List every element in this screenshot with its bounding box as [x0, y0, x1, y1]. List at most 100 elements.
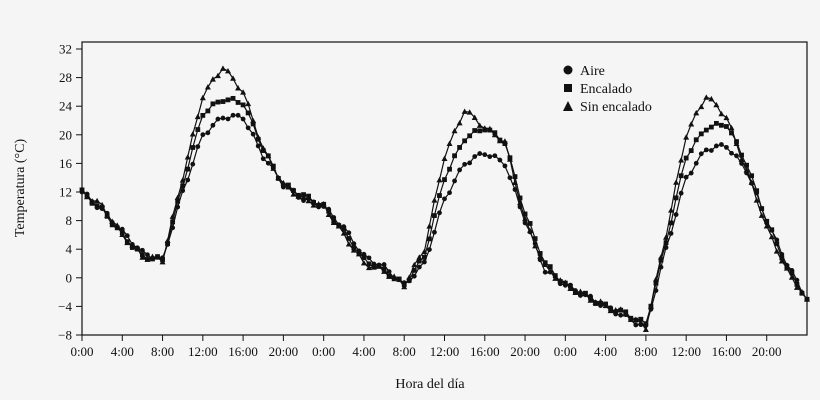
triangle-marker-icon	[698, 103, 705, 110]
circle-marker-icon	[703, 147, 709, 153]
triangle-marker-icon	[688, 121, 695, 127]
square-marker-icon	[754, 188, 760, 194]
triangle-marker-icon	[627, 316, 634, 322]
triangle-marker-icon	[632, 316, 639, 322]
x-tick-label: 20:00	[510, 344, 540, 359]
legend-triangle-icon	[563, 101, 573, 111]
square-marker-icon	[437, 193, 442, 198]
triangle-marker-icon	[642, 326, 649, 332]
square-marker-icon	[175, 198, 181, 204]
triangle-marker-icon	[673, 179, 680, 185]
circle-marker-icon	[260, 156, 266, 162]
circle-marker-icon	[683, 174, 689, 180]
circle-marker-icon	[693, 160, 699, 166]
x-tick-label: 8:00	[393, 344, 416, 359]
square-marker-icon	[416, 258, 422, 264]
triangle-marker-icon	[657, 254, 664, 260]
circle-marker-icon	[190, 161, 196, 167]
triangle-marker-icon	[466, 109, 473, 115]
triangle-marker-icon	[693, 109, 700, 116]
square-marker-icon	[341, 226, 347, 232]
square-marker-icon	[713, 120, 719, 126]
triangle-marker-icon	[230, 75, 237, 81]
square-marker-icon	[346, 236, 352, 241]
triangle-marker-icon	[204, 84, 211, 90]
triangle-marker-icon	[270, 165, 277, 171]
triangle-marker-icon	[461, 108, 468, 114]
square-marker-icon	[719, 122, 724, 128]
legend-circle-icon	[563, 65, 573, 75]
square-marker-icon	[522, 211, 528, 217]
x-tick-label: 0:00	[554, 344, 577, 359]
square-marker-icon	[789, 270, 795, 276]
circle-marker-icon	[713, 143, 719, 149]
circle-marker-icon	[633, 322, 639, 328]
triangle-marker-icon	[114, 222, 121, 228]
square-marker-icon	[472, 128, 478, 133]
triangle-marker-icon	[194, 113, 201, 120]
x-tick-label: 16:00	[228, 344, 258, 359]
x-tick-label: 20:00	[752, 344, 782, 359]
square-marker-icon	[200, 112, 206, 118]
triangle-marker-icon	[501, 138, 508, 144]
triangle-marker-icon	[587, 297, 594, 303]
triangle-marker-icon	[214, 72, 221, 79]
triangle-marker-icon	[773, 248, 780, 254]
square-marker-icon	[517, 195, 523, 201]
triangle-marker-icon	[104, 212, 111, 219]
square-marker-icon	[693, 137, 699, 143]
triangle-marker-icon	[522, 215, 529, 222]
square-marker-icon	[759, 206, 765, 211]
triangle-marker-icon	[612, 307, 619, 313]
square-marker-icon	[240, 102, 246, 108]
circle-marker-icon	[230, 112, 236, 118]
triangle-marker-icon	[557, 277, 564, 283]
triangle-marker-icon	[260, 145, 267, 151]
triangle-marker-icon	[365, 264, 372, 271]
triangle-marker-icon	[159, 258, 166, 265]
triangle-marker-icon	[350, 247, 357, 253]
square-marker-icon	[739, 152, 744, 158]
square-marker-icon	[442, 177, 447, 183]
triangle-marker-icon	[325, 211, 332, 217]
triangle-marker-icon	[476, 122, 483, 128]
triangle-marker-icon	[164, 237, 171, 244]
triangle-marker-icon	[280, 179, 287, 186]
x-tick-label: 16:00	[470, 344, 500, 359]
x-tick-label: 12:00	[188, 344, 218, 359]
x-tick-label: 0:00	[70, 344, 93, 359]
square-marker-icon	[774, 241, 780, 247]
circle-marker-icon	[225, 116, 231, 122]
triangle-marker-icon	[441, 155, 448, 162]
circle-marker-icon	[507, 175, 513, 181]
square-marker-icon	[457, 145, 463, 150]
triangle-marker-icon	[426, 223, 433, 229]
square-marker-icon	[643, 321, 649, 327]
circle-marker-icon	[381, 262, 387, 267]
x-tick-label: 20:00	[269, 344, 299, 359]
triangle-marker-icon	[209, 76, 216, 82]
triangle-marker-icon	[788, 274, 795, 280]
series-aire	[79, 112, 810, 328]
circle-marker-icon	[250, 131, 256, 137]
triangle-marker-icon	[743, 167, 750, 173]
square-marker-icon	[663, 240, 669, 246]
triangle-marker-icon	[547, 268, 554, 274]
circle-marker-icon	[719, 142, 724, 147]
legend-label-aire: Aire	[580, 64, 605, 79]
circle-marker-icon	[255, 143, 261, 149]
triangle-marker-icon	[99, 201, 106, 208]
triangle-marker-icon	[496, 137, 503, 144]
triangle-marker-icon	[451, 127, 458, 134]
square-marker-icon	[527, 221, 533, 226]
triangle-marker-icon	[421, 248, 428, 255]
triangle-marker-icon	[718, 110, 725, 117]
triangle-marker-icon	[174, 194, 181, 201]
triangle-marker-icon	[436, 176, 443, 183]
square-marker-icon	[764, 218, 770, 224]
square-marker-icon	[180, 183, 186, 189]
x-tick-label: 4:00	[594, 344, 617, 359]
legend-square-icon	[564, 84, 572, 92]
circle-marker-icon	[447, 190, 452, 196]
circle-marker-icon	[542, 269, 548, 275]
